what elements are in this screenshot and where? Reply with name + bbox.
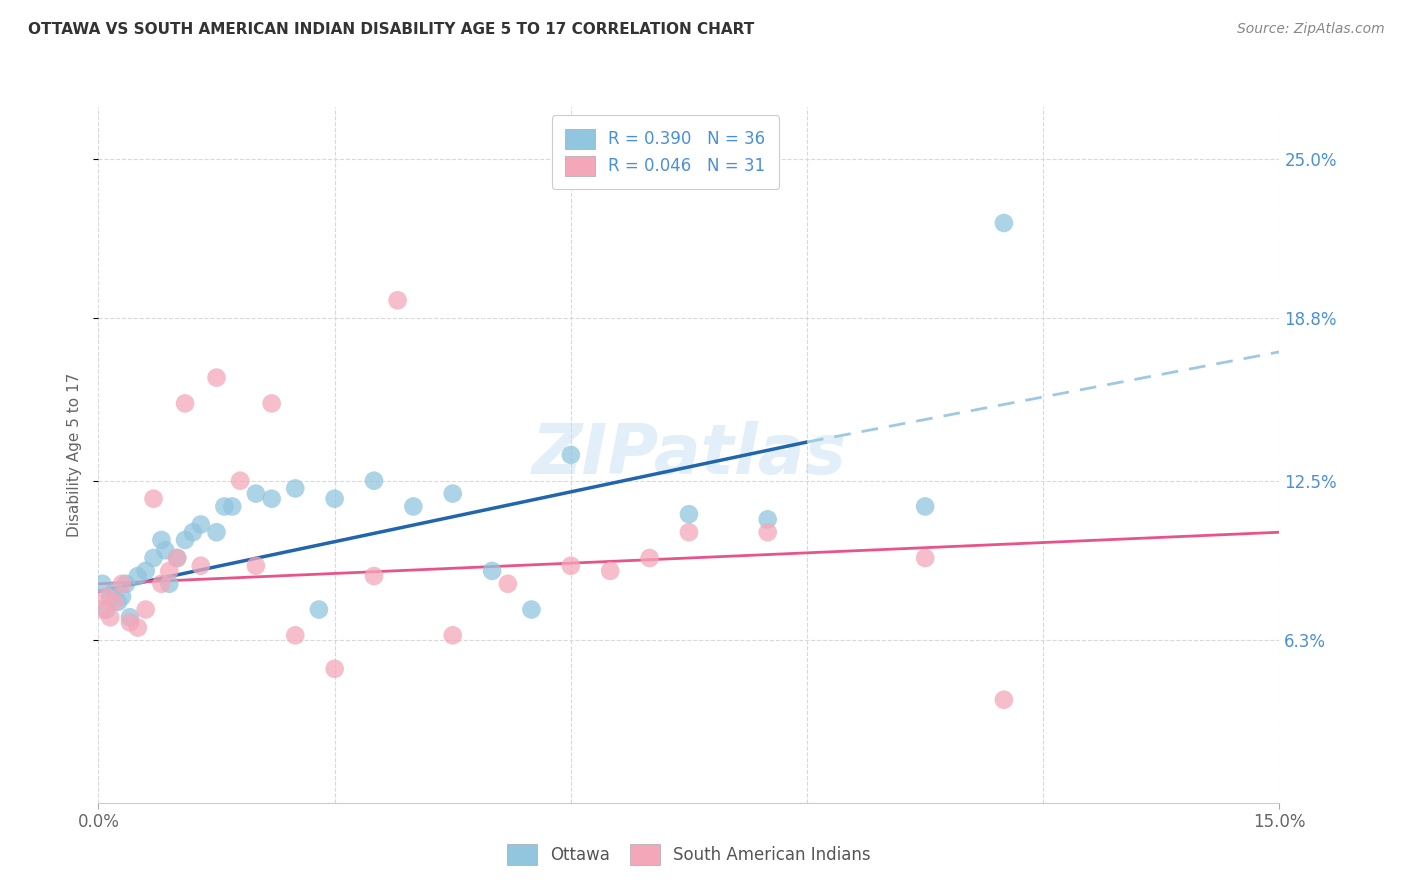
Text: Source: ZipAtlas.com: Source: ZipAtlas.com	[1237, 22, 1385, 37]
Text: ZIPatlas: ZIPatlas	[531, 421, 846, 489]
Point	[157, 564, 180, 578]
Point	[560, 448, 582, 462]
Point	[260, 491, 283, 506]
Point	[157, 576, 180, 591]
Legend: Ottawa, South American Indians: Ottawa, South American Indians	[494, 831, 884, 878]
Point	[150, 576, 173, 591]
Point	[496, 576, 519, 591]
Point	[560, 558, 582, 573]
Point	[245, 558, 267, 573]
Point	[96, 602, 118, 616]
Point	[914, 500, 936, 514]
Point	[441, 486, 464, 500]
Point	[308, 602, 330, 616]
Point	[135, 602, 157, 616]
Point	[520, 602, 543, 616]
Point	[387, 293, 409, 308]
Point	[98, 590, 121, 604]
Point	[111, 590, 134, 604]
Point	[678, 507, 700, 521]
Point	[205, 525, 228, 540]
Point	[174, 396, 197, 410]
Point	[599, 564, 621, 578]
Text: OTTAWA VS SOUTH AMERICAN INDIAN DISABILITY AGE 5 TO 17 CORRELATION CHART: OTTAWA VS SOUTH AMERICAN INDIAN DISABILI…	[28, 22, 755, 37]
Point	[142, 551, 165, 566]
Point	[363, 569, 385, 583]
Point	[166, 551, 188, 566]
Point	[481, 564, 503, 578]
Point	[260, 396, 283, 410]
Point	[118, 610, 141, 624]
Point	[914, 551, 936, 566]
Point	[118, 615, 141, 630]
Point	[284, 628, 307, 642]
Y-axis label: Disability Age 5 to 17: Disability Age 5 to 17	[67, 373, 83, 537]
Point	[127, 569, 149, 583]
Point	[284, 482, 307, 496]
Point	[96, 590, 118, 604]
Point	[98, 610, 121, 624]
Point	[993, 216, 1015, 230]
Point	[221, 500, 243, 514]
Point	[115, 576, 138, 591]
Point	[363, 474, 385, 488]
Point	[993, 692, 1015, 706]
Point	[214, 500, 236, 514]
Point	[205, 370, 228, 384]
Point	[135, 564, 157, 578]
Point	[181, 525, 204, 540]
Point	[103, 595, 125, 609]
Point	[245, 486, 267, 500]
Point	[91, 576, 114, 591]
Point	[190, 558, 212, 573]
Point	[323, 662, 346, 676]
Point	[756, 525, 779, 540]
Point	[402, 500, 425, 514]
Point	[441, 628, 464, 642]
Point	[166, 551, 188, 566]
Point	[190, 517, 212, 532]
Point	[678, 525, 700, 540]
Point	[229, 474, 252, 488]
Point	[323, 491, 346, 506]
Point	[103, 584, 125, 599]
Point	[155, 543, 177, 558]
Point	[111, 576, 134, 591]
Point	[150, 533, 173, 547]
Point	[107, 595, 129, 609]
Point	[174, 533, 197, 547]
Point	[638, 551, 661, 566]
Point	[756, 512, 779, 526]
Point	[127, 621, 149, 635]
Point	[142, 491, 165, 506]
Point	[91, 602, 114, 616]
